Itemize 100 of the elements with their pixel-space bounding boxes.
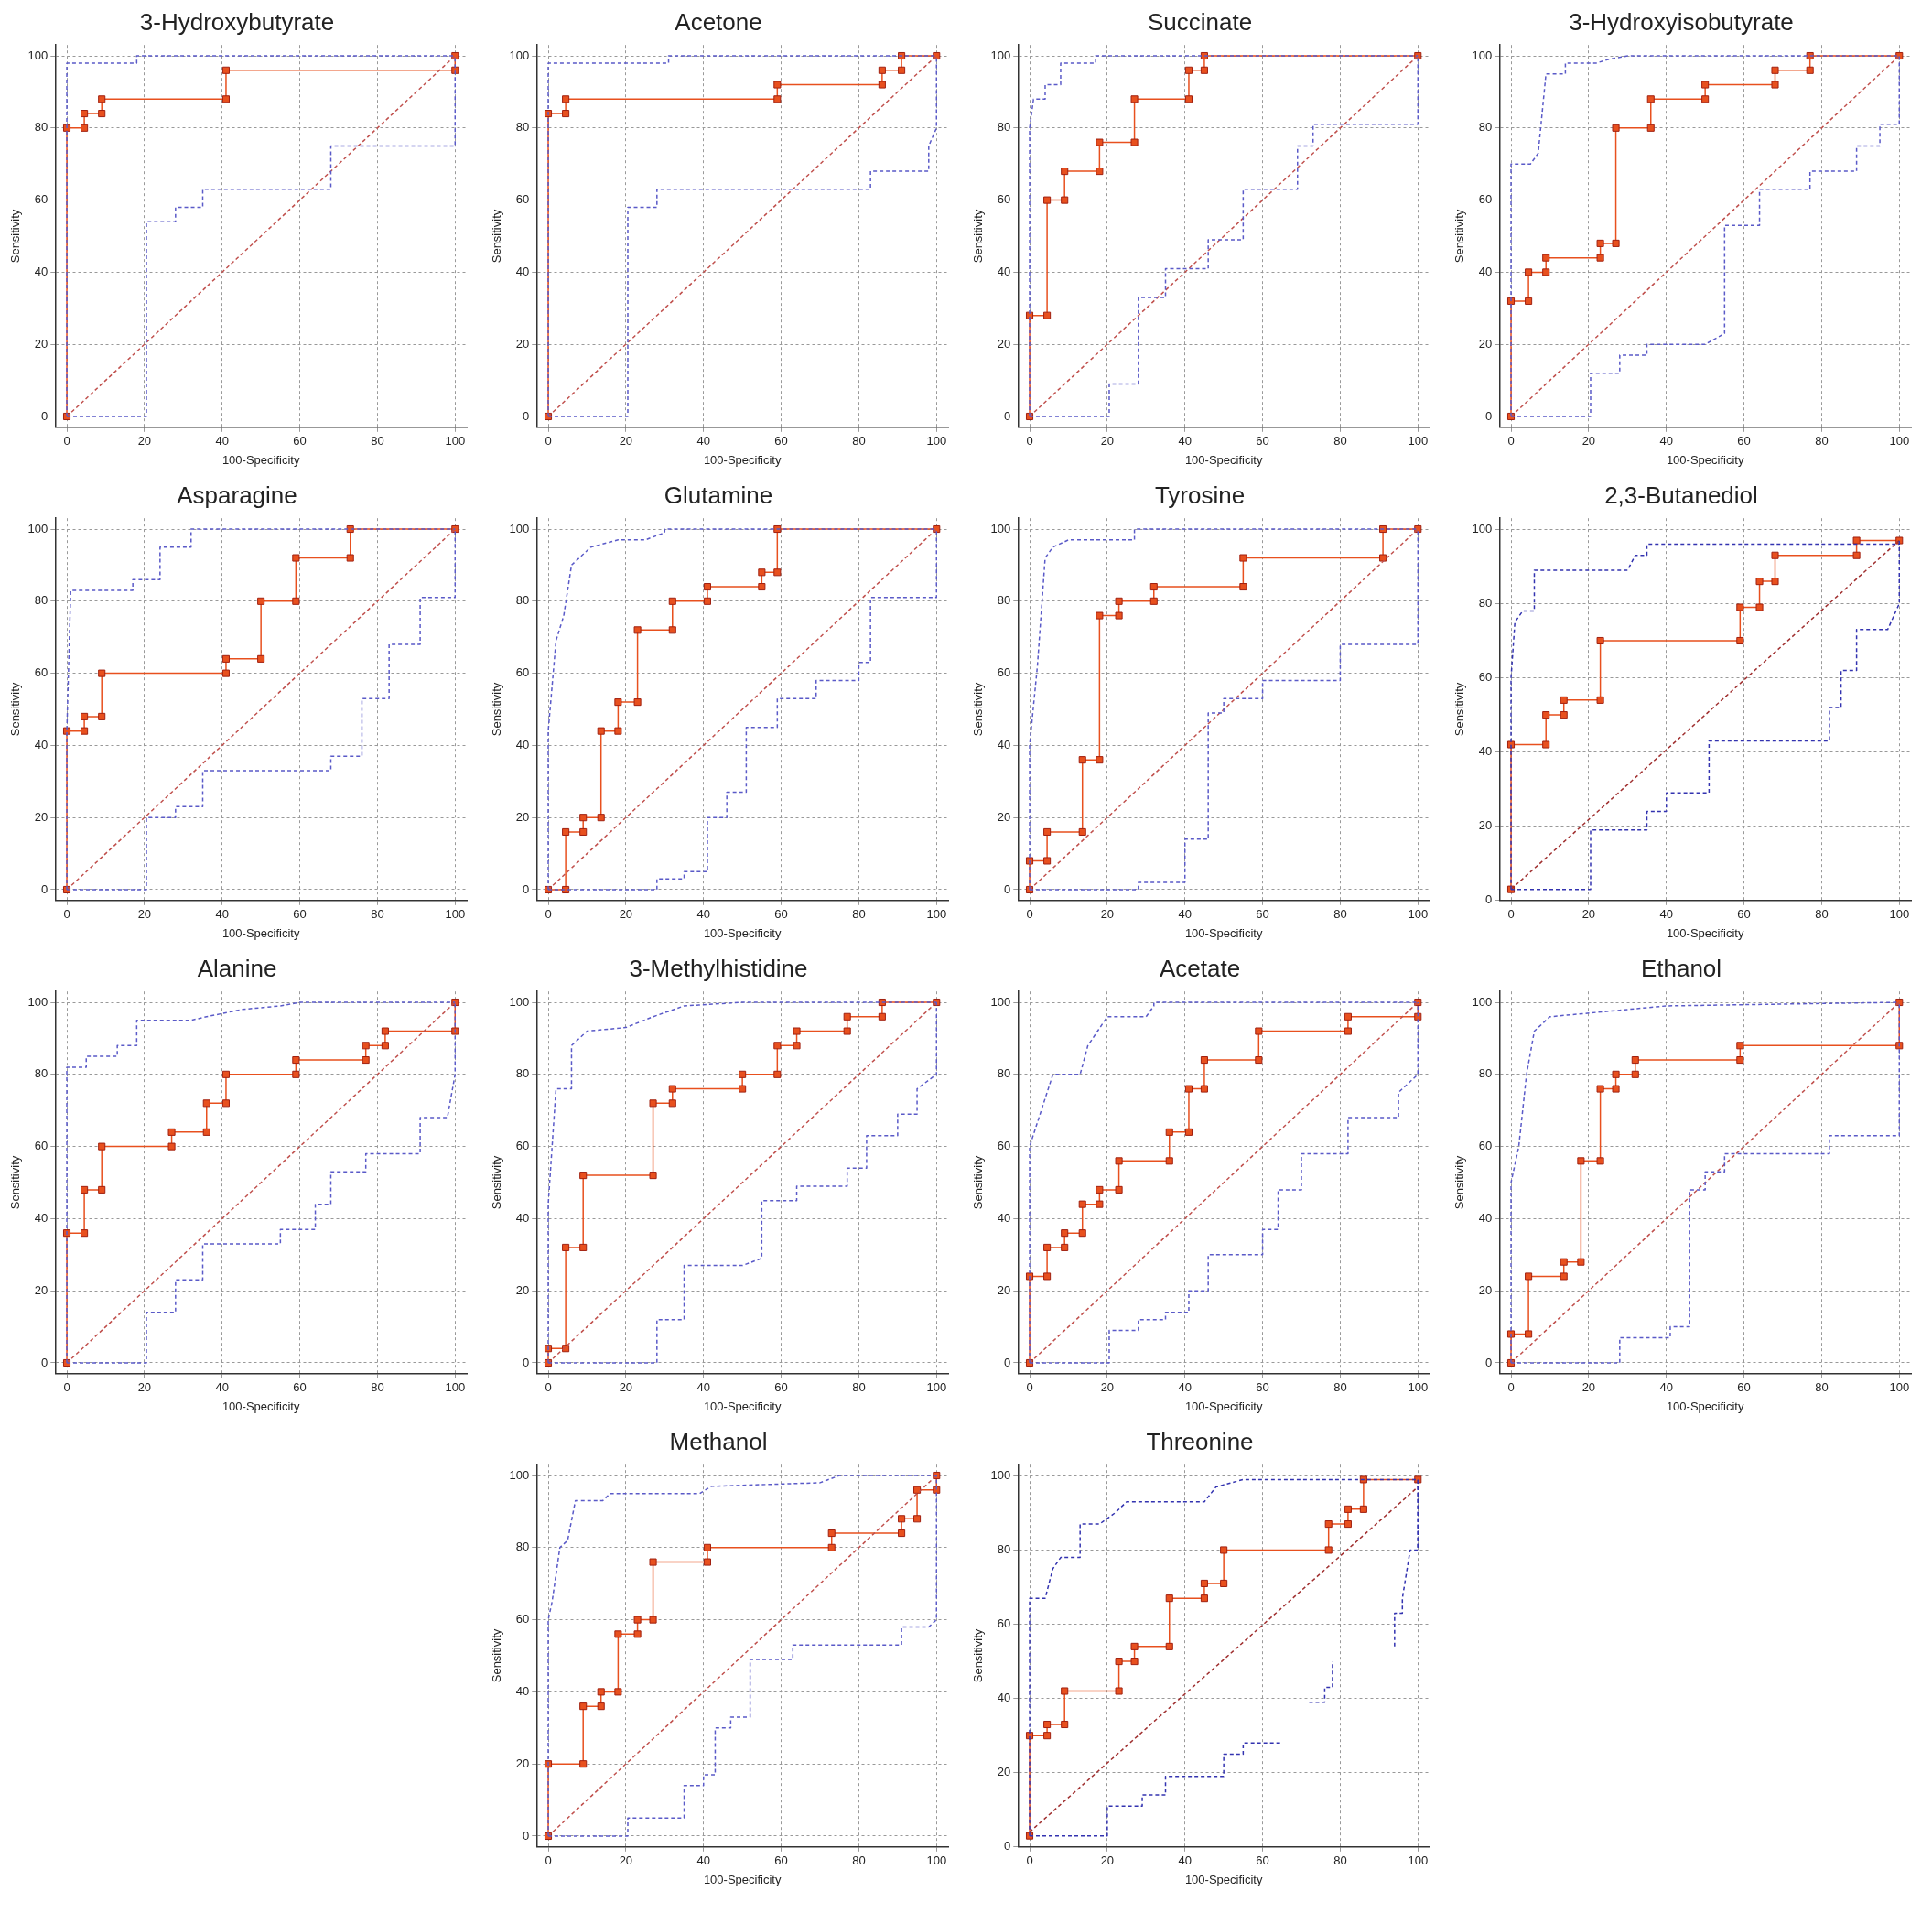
y-tick-label: 0 <box>523 408 530 423</box>
x-tick-label: 60 <box>1256 1854 1269 1868</box>
y-tick-label: 0 <box>523 881 530 896</box>
y-axis-title: Sensitivity <box>8 682 23 737</box>
x-tick-label: 100 <box>926 1380 947 1395</box>
y-tick-label: 100 <box>509 48 530 62</box>
x-tick-label: 40 <box>696 1854 710 1868</box>
y-axis-title: Sensitivity <box>490 1155 504 1210</box>
x-tick-label: 0 <box>1026 1380 1033 1395</box>
y-axis-title: Sensitivity <box>490 682 504 737</box>
x-tick-label: 100 <box>1408 1380 1429 1395</box>
x-tick-label: 20 <box>1100 434 1115 449</box>
y-tick-label: 0 <box>523 1828 530 1843</box>
y-tick-label: 20 <box>34 336 49 351</box>
y-tick-label: 0 <box>1485 408 1493 423</box>
y-tick-label: 40 <box>515 1210 530 1225</box>
x-axis-title: 100-Specificity <box>1184 452 1263 467</box>
y-tick-label: 60 <box>515 192 530 207</box>
chart-title: Succinate <box>1147 7 1253 36</box>
y-tick-label: 40 <box>1478 1210 1493 1225</box>
x-tick-label: 40 <box>1178 1854 1192 1868</box>
y-tick-label: 80 <box>997 1542 1011 1557</box>
y-axis-title: Sensitivity <box>1452 1155 1467 1210</box>
y-tick-label: 80 <box>34 120 49 135</box>
x-tick-label: 0 <box>1507 1380 1515 1395</box>
y-axis-title: Sensitivity <box>971 1155 986 1210</box>
x-tick-label: 20 <box>1100 907 1115 922</box>
chart-title: 3-Hydroxyisobutyrate <box>1569 7 1794 36</box>
y-tick-label: 40 <box>997 1691 1011 1705</box>
y-tick-label: 0 <box>1485 892 1493 907</box>
x-axis-title: 100-Specificity <box>703 925 782 940</box>
y-axis-title: Sensitivity <box>1452 209 1467 264</box>
x-tick-label: 20 <box>619 907 633 922</box>
y-tick-label: 40 <box>997 264 1011 278</box>
x-axis-title: 100-Specificity <box>703 1399 782 1413</box>
x-tick-label: 100 <box>1889 434 1910 449</box>
y-tick-label: 100 <box>509 521 530 535</box>
x-axis-title: 100-Specificity <box>221 1399 300 1413</box>
y-tick-label: 60 <box>34 665 49 680</box>
x-tick-label: 20 <box>1581 434 1596 449</box>
y-tick-label: 60 <box>997 192 1011 207</box>
x-tick-label: 80 <box>852 434 866 449</box>
y-tick-label: 0 <box>523 1355 530 1369</box>
x-tick-label: 0 <box>63 434 70 449</box>
y-tick-label: 40 <box>34 1210 49 1225</box>
x-tick-label: 80 <box>1815 1380 1829 1395</box>
x-tick-label: 20 <box>137 1380 152 1395</box>
y-axis-title: Sensitivity <box>8 209 23 264</box>
y-tick-label: 60 <box>515 1612 530 1627</box>
y-tick-label: 80 <box>34 593 49 608</box>
x-tick-label: 0 <box>63 907 70 922</box>
x-tick-label: 60 <box>1737 1380 1751 1395</box>
y-tick-label: 100 <box>990 1467 1011 1482</box>
x-axis-title: 100-Specificity <box>1184 1872 1263 1886</box>
y-tick-label: 100 <box>990 994 1011 1009</box>
x-tick-label: 40 <box>1659 907 1673 922</box>
x-tick-label: 0 <box>545 907 552 922</box>
x-axis-title: 100-Specificity <box>221 925 300 940</box>
x-axis-title: 100-Specificity <box>703 452 782 467</box>
x-tick-label: 100 <box>1408 907 1429 922</box>
y-tick-label: 100 <box>990 521 1011 535</box>
x-axis-title: 100-Specificity <box>1666 1399 1744 1413</box>
x-tick-label: 40 <box>696 434 710 449</box>
y-tick-label: 60 <box>997 665 1011 680</box>
y-tick-label: 100 <box>27 48 49 62</box>
y-tick-label: 100 <box>509 994 530 1009</box>
x-tick-label: 80 <box>1815 434 1829 449</box>
y-tick-label: 0 <box>1004 1839 1011 1854</box>
y-tick-label: 20 <box>1478 336 1493 351</box>
y-axis-title: Sensitivity <box>490 209 504 264</box>
x-tick-label: 100 <box>445 907 466 922</box>
x-tick-label: 80 <box>1333 907 1347 922</box>
y-axis-title: Sensitivity <box>1452 682 1467 737</box>
x-tick-label: 60 <box>293 907 307 922</box>
y-tick-label: 60 <box>997 1616 1011 1631</box>
y-tick-label: 100 <box>1472 48 1493 62</box>
y-tick-label: 100 <box>990 48 1011 62</box>
y-tick-label: 0 <box>1004 1355 1011 1369</box>
x-tick-label: 20 <box>137 434 152 449</box>
x-tick-label: 60 <box>774 907 788 922</box>
chart-title: Tyrosine <box>1154 481 1246 509</box>
chart-title: Methanol <box>669 1427 768 1455</box>
y-tick-label: 60 <box>515 665 530 680</box>
y-tick-label: 60 <box>1478 670 1493 685</box>
x-tick-label: 60 <box>774 434 788 449</box>
x-tick-label: 60 <box>1737 434 1751 449</box>
x-tick-label: 0 <box>1026 1854 1033 1868</box>
y-tick-label: 100 <box>1472 994 1493 1009</box>
y-tick-label: 0 <box>41 881 49 896</box>
x-tick-label: 100 <box>1889 907 1910 922</box>
x-tick-label: 60 <box>1256 1380 1269 1395</box>
x-tick-label: 0 <box>545 1380 552 1395</box>
x-tick-label: 20 <box>137 907 152 922</box>
y-tick-label: 80 <box>997 593 1011 608</box>
y-tick-label: 20 <box>34 1282 49 1297</box>
y-tick-label: 0 <box>1004 881 1011 896</box>
y-tick-label: 80 <box>515 593 530 608</box>
x-tick-label: 40 <box>215 907 229 922</box>
x-tick-label: 80 <box>1333 1380 1347 1395</box>
x-axis-title: 100-Specificity <box>703 1872 782 1886</box>
